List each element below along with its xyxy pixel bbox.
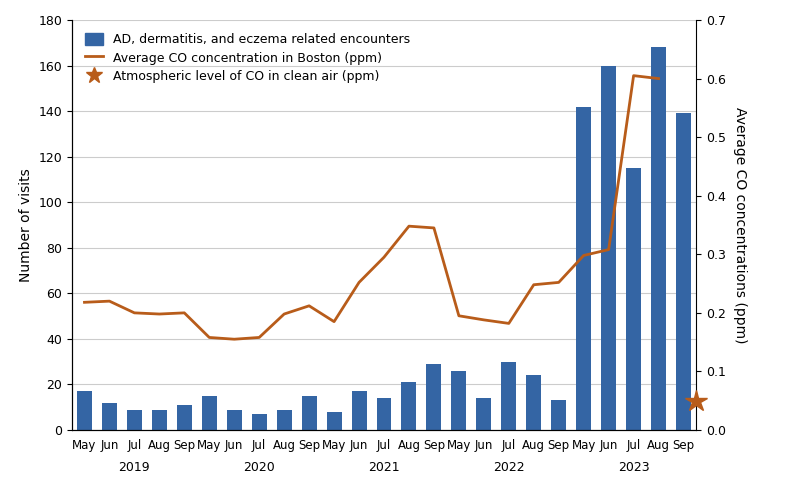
Bar [526, 376, 542, 430]
Bar [377, 398, 391, 430]
Bar [551, 400, 566, 430]
Bar [177, 405, 192, 430]
Bar [127, 410, 142, 430]
Bar [351, 392, 366, 430]
Bar [252, 414, 266, 430]
Bar [651, 48, 666, 430]
Bar [402, 382, 417, 430]
Bar [77, 392, 92, 430]
Bar [226, 410, 242, 430]
Bar [102, 402, 117, 430]
Text: 2023: 2023 [618, 460, 650, 473]
Bar [476, 398, 491, 430]
Bar [601, 66, 616, 430]
Text: 2022: 2022 [493, 460, 525, 473]
Text: 2020: 2020 [243, 460, 275, 473]
Bar [502, 362, 516, 430]
Bar [626, 168, 641, 430]
Bar [576, 106, 591, 430]
Bar [676, 114, 691, 430]
Bar [152, 410, 167, 430]
Legend: AD, dermatitis, and eczema related encounters, Average CO concentration in Bosto: AD, dermatitis, and eczema related encou… [78, 26, 417, 90]
Bar [202, 396, 217, 430]
Bar [451, 371, 466, 430]
Bar [302, 396, 317, 430]
Text: 2019: 2019 [118, 460, 150, 473]
Bar [426, 364, 442, 430]
Y-axis label: Average CO concentrations (ppm): Average CO concentrations (ppm) [733, 107, 746, 343]
Text: 2021: 2021 [368, 460, 400, 473]
Bar [277, 410, 292, 430]
Y-axis label: Number of visits: Number of visits [19, 168, 33, 282]
Bar [326, 412, 342, 430]
